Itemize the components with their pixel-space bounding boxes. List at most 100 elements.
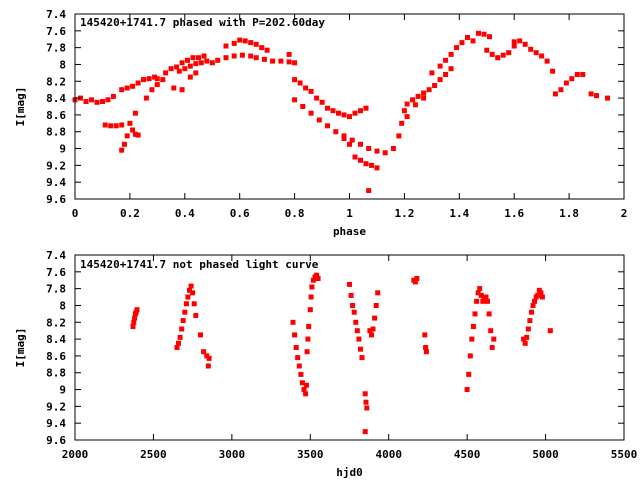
- y-tick-label: 8.4: [46, 92, 66, 105]
- x-tick-label: 5500: [611, 448, 638, 461]
- data-point: [369, 162, 374, 168]
- data-point: [179, 87, 185, 93]
- y-tick-label: 8: [59, 299, 66, 312]
- plot-frame: [74, 254, 625, 441]
- data-point: [132, 315, 138, 321]
- data-point: [248, 40, 254, 46]
- x-tick-label: 1.4: [449, 207, 469, 220]
- data-point: [358, 108, 363, 114]
- data-point: [414, 276, 420, 281]
- data-point: [517, 38, 523, 44]
- data-point: [488, 328, 494, 334]
- data-point: [314, 272, 320, 278]
- data-point: [119, 147, 125, 153]
- x-tick-label: 5000: [532, 448, 559, 461]
- data-point: [242, 38, 248, 44]
- data-point: [193, 61, 199, 67]
- data-points: [72, 30, 610, 194]
- y-axis-title: I[mag]: [14, 87, 27, 127]
- data-point: [538, 290, 544, 296]
- data-point: [248, 53, 254, 59]
- data-point: [110, 93, 116, 99]
- data-point: [363, 161, 369, 167]
- data-point: [412, 279, 418, 285]
- x-tick-label: 4000: [375, 448, 402, 461]
- data-point: [308, 88, 314, 94]
- data-point: [358, 157, 363, 163]
- data-point: [470, 324, 476, 329]
- data-point: [119, 87, 125, 93]
- x-tick-label: 0.4: [175, 207, 195, 220]
- data-point: [375, 290, 381, 296]
- data-point: [135, 80, 141, 86]
- data-point: [319, 99, 325, 105]
- data-point: [539, 294, 545, 300]
- y-tick-label: 9.6: [46, 434, 66, 447]
- y-tick-label: 7.8: [46, 283, 66, 296]
- data-point: [130, 83, 136, 89]
- y-tick-label: 9.2: [46, 400, 66, 413]
- y-tick-label: 8.2: [46, 316, 66, 329]
- x-axis-labels: 0 0.2 0.4 0.6 0.8 1 1.2 1.4 1.6 1.8 2: [72, 207, 628, 220]
- data-point: [286, 59, 292, 65]
- data-point: [349, 137, 355, 143]
- data-point: [176, 340, 181, 346]
- x-tick-label: 1.2: [394, 207, 414, 220]
- data-point: [535, 292, 541, 298]
- data-point: [486, 311, 492, 317]
- data-point: [89, 97, 94, 103]
- data-point: [470, 38, 476, 44]
- data-point: [484, 47, 490, 53]
- data-point: [464, 387, 470, 392]
- data-point: [237, 37, 243, 43]
- data-point: [183, 301, 189, 307]
- data-point: [469, 336, 475, 342]
- data-point: [605, 95, 610, 101]
- data-point: [423, 345, 429, 350]
- data-point: [296, 363, 302, 369]
- data-point: [290, 319, 296, 325]
- data-point: [390, 146, 396, 151]
- data-point: [367, 328, 373, 334]
- data-point: [308, 110, 314, 116]
- data-point: [524, 334, 530, 340]
- data-point: [539, 53, 545, 59]
- data-point: [533, 50, 539, 56]
- data-point: [146, 76, 152, 82]
- data-point: [370, 326, 376, 332]
- data-point: [174, 64, 180, 70]
- data-point: [547, 328, 553, 334]
- data-point: [223, 43, 229, 49]
- y-tick-label: 9.4: [46, 417, 66, 430]
- y-tick-label: 9.2: [46, 159, 66, 172]
- data-point: [437, 77, 443, 83]
- y-tick-label: 7.4: [46, 8, 66, 21]
- data-point: [102, 122, 108, 128]
- data-point: [491, 336, 497, 342]
- data-point: [198, 60, 204, 66]
- data-point: [132, 110, 138, 116]
- data-point: [404, 101, 410, 107]
- data-point: [298, 371, 304, 377]
- data-point: [530, 303, 536, 308]
- data-point: [522, 41, 528, 47]
- data-point: [475, 290, 481, 296]
- x-tick-label: 3500: [297, 448, 324, 461]
- y-tick-label: 8.6: [46, 350, 66, 363]
- data-point: [529, 309, 534, 315]
- data-point: [303, 391, 309, 397]
- x-tick-label: 0.8: [285, 207, 305, 220]
- data-point: [160, 77, 166, 83]
- x-tick-label: 2: [621, 207, 628, 220]
- data-point: [204, 58, 210, 64]
- data-point: [330, 108, 336, 114]
- y-tick-label: 9: [59, 384, 66, 397]
- data-point: [94, 99, 100, 105]
- data-point: [467, 353, 473, 359]
- data-point: [303, 382, 309, 388]
- data-point: [477, 286, 483, 292]
- data-point: [356, 336, 362, 342]
- axis-ticks: [74, 13, 625, 200]
- x-tick-label: 3000: [219, 448, 246, 461]
